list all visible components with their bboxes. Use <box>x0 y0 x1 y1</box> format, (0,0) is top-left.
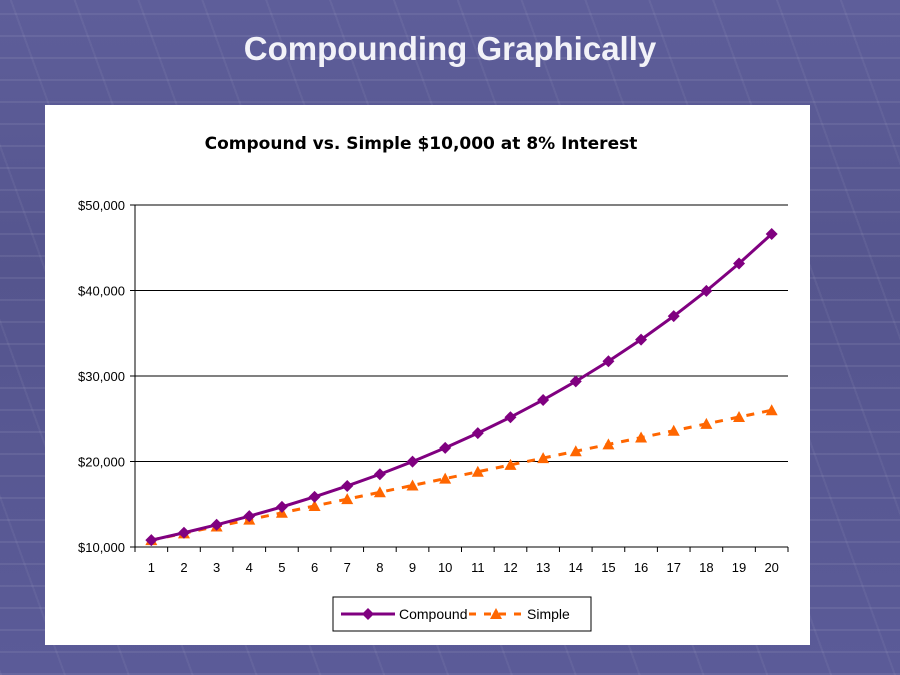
x-tick-label: 10 <box>438 560 452 575</box>
slide-title: Compounding Graphically <box>243 30 657 67</box>
x-tick-label: 2 <box>180 560 187 575</box>
x-tick-label: 18 <box>699 560 713 575</box>
data-point-compound <box>210 518 223 531</box>
data-point-compound <box>373 468 386 481</box>
data-point-compound <box>700 284 713 297</box>
x-tick-label: 20 <box>764 560 778 575</box>
y-tick-label: $30,000 <box>78 369 125 384</box>
x-tick-label: 9 <box>409 560 416 575</box>
data-point-compound <box>635 333 648 346</box>
chart-title: Compound vs. Simple $10,000 at 8% Intere… <box>205 134 638 154</box>
data-point-simple <box>569 445 582 457</box>
data-point-compound <box>177 526 190 539</box>
data-point-compound <box>145 534 158 547</box>
data-point-simple <box>373 486 386 498</box>
legend-label-compound: Compound <box>399 606 468 622</box>
chart-svg: Compound vs. Simple $10,000 at 8% Intere… <box>78 134 789 632</box>
data-point-compound <box>275 500 288 513</box>
legend-marker-simple <box>490 608 502 619</box>
data-point-simple <box>406 479 419 491</box>
x-tick-label: 17 <box>666 560 680 575</box>
data-point-simple <box>504 458 517 470</box>
data-point-compound <box>765 227 778 240</box>
data-point-compound <box>537 393 550 406</box>
y-tick-label: $20,000 <box>78 455 125 470</box>
x-tick-label: 1 <box>148 560 155 575</box>
x-tick-label: 13 <box>536 560 550 575</box>
x-tick-label: 3 <box>213 560 220 575</box>
data-point-compound <box>406 455 419 468</box>
x-tick-label: 8 <box>376 560 383 575</box>
data-point-simple <box>700 417 713 429</box>
data-point-simple <box>537 452 550 464</box>
legend-label-simple: Simple <box>527 606 570 622</box>
data-point-compound <box>439 441 452 454</box>
x-tick-label: 5 <box>278 560 285 575</box>
x-tick-label: 12 <box>503 560 517 575</box>
data-point-simple <box>667 424 680 436</box>
x-tick-label: 15 <box>601 560 615 575</box>
chart: Compound vs. Simple $10,000 at 8% Intere… <box>45 105 810 645</box>
data-point-compound <box>243 510 256 523</box>
y-tick-label: $40,000 <box>78 284 125 299</box>
data-point-compound <box>667 310 680 323</box>
data-point-compound <box>504 411 517 424</box>
data-point-compound <box>602 355 615 368</box>
x-tick-label: 16 <box>634 560 648 575</box>
series-line-simple <box>151 408 772 542</box>
data-point-simple <box>733 411 746 423</box>
data-point-simple <box>471 465 484 477</box>
data-point-compound <box>569 375 582 388</box>
data-point-simple <box>439 472 452 484</box>
x-tick-label: 14 <box>569 560 583 575</box>
data-point-simple <box>602 438 615 450</box>
y-tick-label: $50,000 <box>78 198 125 213</box>
data-point-simple <box>765 404 778 416</box>
x-tick-label: 11 <box>471 560 485 575</box>
data-point-compound <box>471 427 484 440</box>
x-tick-label: 7 <box>344 560 351 575</box>
data-point-simple <box>341 493 354 505</box>
y-tick-label: $10,000 <box>78 540 125 555</box>
data-point-compound <box>341 479 354 492</box>
data-point-compound <box>308 490 321 503</box>
legend-marker-compound <box>362 608 374 620</box>
data-point-compound <box>733 257 746 270</box>
x-tick-label: 6 <box>311 560 318 575</box>
data-point-simple <box>635 431 648 443</box>
x-tick-label: 19 <box>732 560 746 575</box>
x-tick-label: 4 <box>246 560 253 575</box>
data-point-simple <box>308 499 321 511</box>
series-line-compound <box>150 232 773 542</box>
